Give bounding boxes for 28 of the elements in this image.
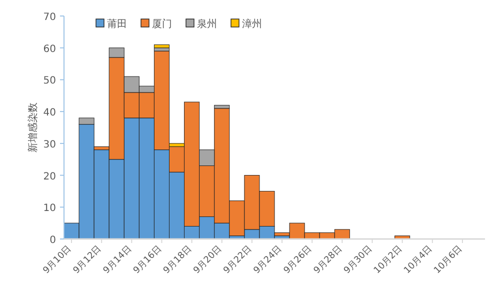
x-tick-label: 9月30日 — [342, 244, 374, 276]
legend-label: 泉州 — [197, 18, 217, 30]
x-tick-label: 9月18日 — [162, 244, 194, 276]
y-axis-title: 新增感染数 — [27, 102, 39, 152]
y-tick-label: 20 — [43, 171, 56, 182]
x-tick-label: 9月16日 — [132, 244, 164, 276]
x-tick-label: 10月4日 — [402, 244, 434, 276]
y-tick-label: 0 — [50, 235, 56, 246]
x-tick-label: 9月28日 — [312, 244, 344, 276]
legend-label: 厦门 — [152, 18, 172, 30]
x-tick-label: 9月22日 — [222, 244, 254, 276]
x-tick-label: 9月12日 — [72, 244, 104, 276]
y-tick-label: 50 — [43, 76, 56, 87]
x-tick-label: 10月6日 — [432, 244, 465, 276]
x-tick-label: 9月20日 — [192, 244, 224, 276]
y-tick-label: 60 — [43, 44, 56, 55]
x-tick-label: 10月2日 — [372, 244, 404, 276]
y-tick-label: 40 — [43, 108, 56, 119]
bar — [154, 44, 170, 48]
legend-label: 漳州 — [242, 18, 262, 30]
x-tick-label: 9月26日 — [282, 244, 314, 276]
y-tick-label: 30 — [43, 139, 56, 150]
x-tick-label: 9月10日 — [42, 244, 74, 276]
x-tick-label: 9月24日 — [252, 244, 284, 276]
x-tick-label: 9月14日 — [102, 244, 134, 276]
y-tick-label: 10 — [43, 203, 56, 214]
legend-label: 莆田 — [107, 18, 127, 30]
y-tick-label: 70 — [43, 12, 56, 23]
